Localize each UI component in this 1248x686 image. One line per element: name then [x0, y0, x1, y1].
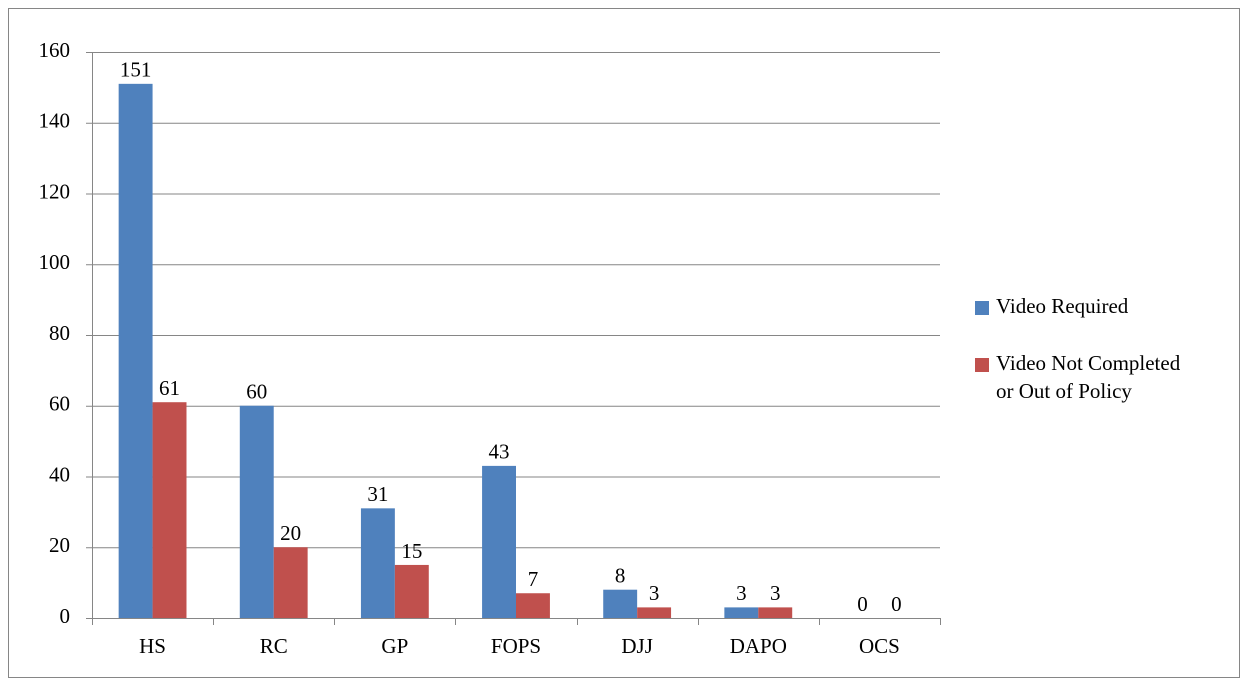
- x-tick-label: DAPO: [730, 634, 787, 658]
- bar: [273, 547, 308, 618]
- bar: [724, 607, 759, 618]
- data-label: 31: [367, 482, 388, 506]
- y-tick-label: 160: [39, 38, 71, 62]
- data-label: 3: [770, 581, 781, 605]
- data-label: 3: [649, 581, 660, 605]
- y-tick-label: 100: [39, 250, 71, 274]
- data-label: 151: [120, 58, 152, 82]
- legend-line: or Out of Policy: [996, 379, 1132, 403]
- x-tick-label: OCS: [859, 634, 900, 658]
- y-tick-label: 20: [49, 533, 70, 557]
- data-label: 0: [857, 592, 868, 616]
- y-tick-label: 140: [39, 109, 71, 133]
- legend-line: Video Not Completed: [996, 351, 1185, 375]
- bar: [394, 564, 429, 618]
- y-tick-label: 80: [49, 321, 70, 345]
- y-tick-label: 40: [49, 462, 70, 486]
- legend-label: Video Not Completed or Out of Policy: [996, 351, 1185, 403]
- y-tick-label: 0: [60, 604, 71, 628]
- data-label: 43: [489, 440, 510, 464]
- data-label: 8: [615, 564, 626, 588]
- bar: [482, 465, 516, 618]
- bar: [152, 402, 187, 618]
- x-tick-label: GP: [381, 634, 408, 658]
- chart-border: [8, 8, 1240, 678]
- data-label: 15: [401, 539, 422, 563]
- x-tick-label: DJJ: [621, 634, 653, 658]
- bar: [603, 589, 638, 618]
- legend-label: Video Required: [996, 294, 1129, 318]
- bar: [516, 593, 550, 618]
- x-tick-label: HS: [139, 634, 166, 658]
- data-label: 61: [159, 376, 180, 400]
- bar: [360, 508, 395, 618]
- data-label: 20: [280, 521, 301, 545]
- legend-swatch: [975, 301, 989, 315]
- legend-swatch: [975, 358, 989, 372]
- data-label: 0: [891, 592, 902, 616]
- bar: [637, 607, 672, 618]
- y-tick-label: 120: [39, 179, 71, 203]
- bar: [758, 607, 793, 618]
- x-tick-label: RC: [260, 634, 288, 658]
- y-tick-label: 60: [49, 392, 70, 416]
- bar: [118, 83, 153, 618]
- x-tick-label: FOPS: [491, 634, 541, 658]
- bar: [239, 405, 274, 618]
- data-label: 7: [528, 567, 539, 591]
- data-label: 60: [246, 380, 267, 404]
- data-label: 3: [736, 581, 747, 605]
